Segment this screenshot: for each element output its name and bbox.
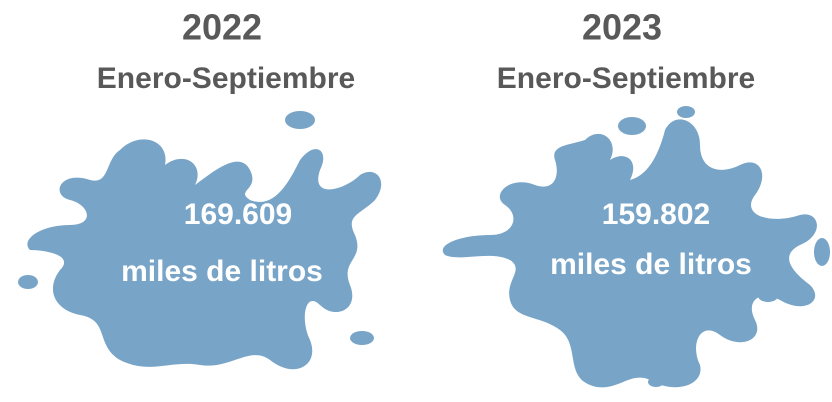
year: 2023 xyxy=(582,7,662,48)
year: 2022 xyxy=(182,7,262,48)
period: Enero-Septiembre xyxy=(97,62,355,95)
unit: miles de litros xyxy=(121,255,323,288)
period: Enero-Septiembre xyxy=(497,62,755,95)
splash xyxy=(443,106,830,387)
panel-2023: 2023 Enero-Septiembre 159.802 miles de l… xyxy=(443,7,830,388)
splash xyxy=(18,111,381,369)
infographic: 2022 Enero-Septiembre 169.609 miles de l… xyxy=(0,0,832,402)
unit: miles de litros xyxy=(550,248,752,281)
value: 169.609 xyxy=(184,198,292,231)
panel-2022: 2022 Enero-Septiembre 169.609 miles de l… xyxy=(18,7,381,370)
value: 159.802 xyxy=(602,198,710,231)
